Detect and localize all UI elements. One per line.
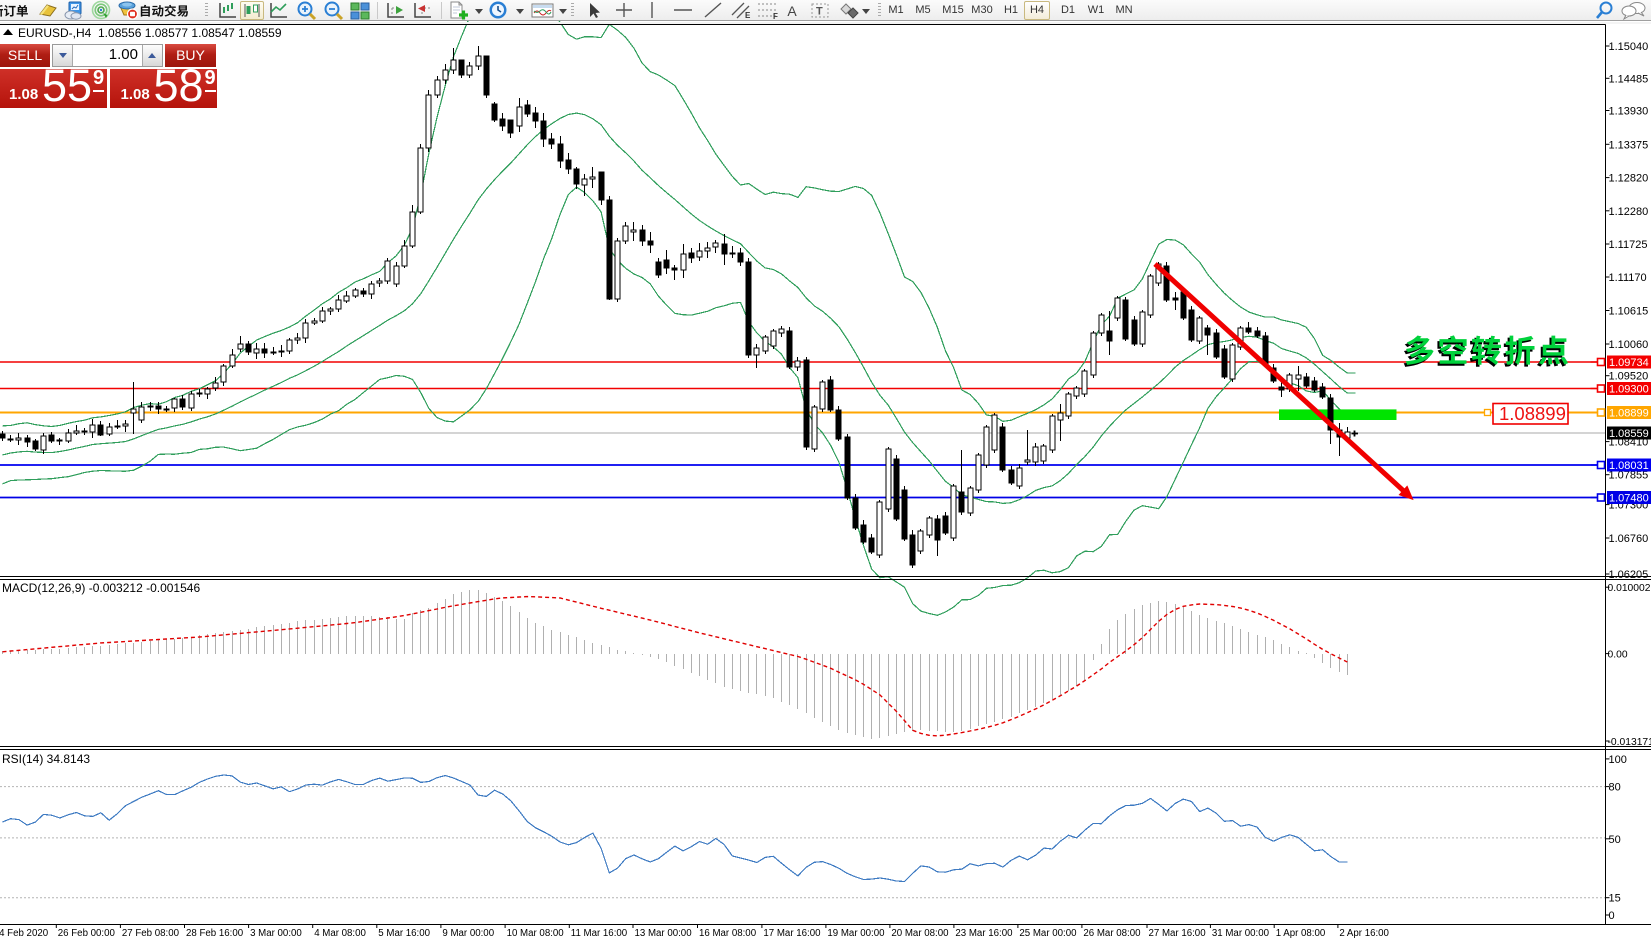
svg-text:1.08559: 1.08559 bbox=[1609, 428, 1649, 440]
svg-text:24 Feb 2020: 24 Feb 2020 bbox=[0, 928, 49, 939]
svg-text:31 Mar 00:00: 31 Mar 00:00 bbox=[1212, 928, 1270, 939]
svg-text:1.11170: 1.11170 bbox=[1609, 272, 1647, 284]
svg-text:0.010002: 0.010002 bbox=[1608, 583, 1651, 594]
svg-text:26 Feb 00:00: 26 Feb 00:00 bbox=[58, 928, 116, 939]
svg-text:1 Apr 08:00: 1 Apr 08:00 bbox=[1276, 928, 1326, 939]
svg-text:0: 0 bbox=[1609, 910, 1615, 922]
svg-text:1.10060: 1.10060 bbox=[1609, 339, 1649, 351]
svg-text:3 Mar 00:00: 3 Mar 00:00 bbox=[250, 928, 302, 939]
svg-text:27 Mar 16:00: 27 Mar 16:00 bbox=[1149, 928, 1207, 939]
svg-text:1.13930: 1.13930 bbox=[1609, 106, 1649, 118]
svg-text:1.08410: 1.08410 bbox=[1609, 437, 1649, 449]
svg-text:1.08899: 1.08899 bbox=[1499, 403, 1566, 424]
svg-text:T: T bbox=[816, 6, 823, 18]
svg-text:1.15040: 1.15040 bbox=[1609, 41, 1649, 53]
svg-text:1.10615: 1.10615 bbox=[1609, 306, 1649, 318]
svg-text:1.14485: 1.14485 bbox=[1609, 73, 1649, 85]
svg-text:2 Apr 16:00: 2 Apr 16:00 bbox=[1339, 928, 1389, 939]
svg-text:RSI(14) 34.8143: RSI(14) 34.8143 bbox=[2, 752, 90, 766]
svg-text:15: 15 bbox=[1609, 893, 1621, 905]
svg-text:5 Mar 16:00: 5 Mar 16:00 bbox=[378, 928, 430, 939]
svg-text:1.09734: 1.09734 bbox=[1609, 357, 1649, 369]
svg-text:E: E bbox=[745, 11, 751, 20]
svg-text:10 Mar 08:00: 10 Mar 08:00 bbox=[507, 928, 565, 939]
svg-text:100: 100 bbox=[1609, 754, 1627, 766]
svg-text:1.09520: 1.09520 bbox=[1609, 371, 1649, 383]
svg-text:20 Mar 08:00: 20 Mar 08:00 bbox=[891, 928, 949, 939]
svg-text:28 Feb 16:00: 28 Feb 16:00 bbox=[186, 928, 244, 939]
svg-text:1.13375: 1.13375 bbox=[1609, 139, 1649, 151]
svg-text:4 Mar 08:00: 4 Mar 08:00 bbox=[314, 928, 366, 939]
svg-text:F: F bbox=[773, 12, 778, 21]
svg-text:80: 80 bbox=[1609, 782, 1621, 794]
svg-text:1.07480: 1.07480 bbox=[1609, 493, 1649, 505]
svg-text:26 Mar 08:00: 26 Mar 08:00 bbox=[1083, 928, 1141, 939]
svg-text:1.08031: 1.08031 bbox=[1609, 460, 1649, 472]
svg-text:0.00: 0.00 bbox=[1608, 650, 1628, 661]
svg-text:1.06760: 1.06760 bbox=[1609, 533, 1649, 545]
svg-text:19 Mar 00:00: 19 Mar 00:00 bbox=[827, 928, 885, 939]
svg-text:-0.013171: -0.013171 bbox=[1608, 737, 1651, 748]
svg-text:23 Mar 16:00: 23 Mar 16:00 bbox=[955, 928, 1013, 939]
svg-text:1.06205: 1.06205 bbox=[1609, 569, 1649, 581]
svg-text:16 Mar 08:00: 16 Mar 08:00 bbox=[699, 928, 757, 939]
svg-text:1.09300: 1.09300 bbox=[1609, 384, 1649, 396]
svg-text:25 Mar 00:00: 25 Mar 00:00 bbox=[1019, 928, 1077, 939]
svg-text:50: 50 bbox=[1609, 834, 1621, 846]
svg-text:13 Mar 00:00: 13 Mar 00:00 bbox=[635, 928, 693, 939]
svg-text:9 Mar 00:00: 9 Mar 00:00 bbox=[442, 928, 494, 939]
svg-text:1.11725: 1.11725 bbox=[1609, 239, 1648, 251]
svg-text:1.07855: 1.07855 bbox=[1609, 470, 1649, 482]
svg-text:1.12820: 1.12820 bbox=[1609, 173, 1649, 185]
svg-text:MACD(12,26,9) -0.003212 -0.001: MACD(12,26,9) -0.003212 -0.001546 bbox=[2, 581, 200, 595]
svg-text:11 Mar 16:00: 11 Mar 16:00 bbox=[571, 928, 628, 939]
svg-text:1.08899: 1.08899 bbox=[1609, 408, 1649, 420]
svg-text:17 Mar 16:00: 17 Mar 16:00 bbox=[763, 928, 821, 939]
svg-text:1.12280: 1.12280 bbox=[1609, 206, 1649, 218]
svg-text:27 Feb 08:00: 27 Feb 08:00 bbox=[122, 928, 180, 939]
